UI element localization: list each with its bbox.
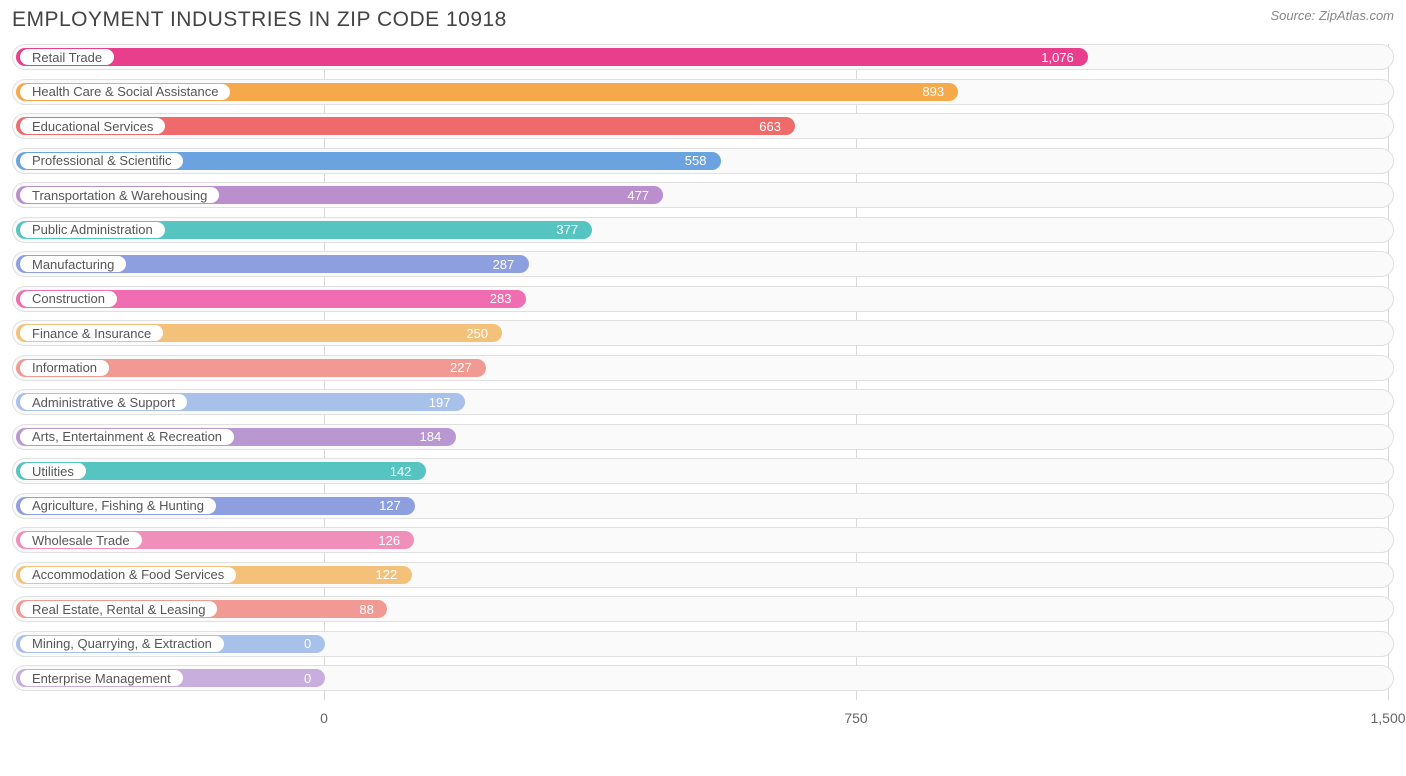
- bar-row: Retail Trade 1,076: [12, 44, 1394, 70]
- bar-value: 287: [493, 252, 515, 276]
- bar-value: 197: [429, 390, 451, 414]
- bars-container: Retail Trade 1,076 Health Care & Social As…: [12, 44, 1394, 691]
- bar-row: Information 227: [12, 355, 1394, 381]
- bar-value: 1,076: [1041, 45, 1074, 69]
- x-axis: 07501,500: [12, 708, 1394, 728]
- bar-label: Real Estate, Rental & Leasing: [20, 601, 217, 617]
- bar-label: Manufacturing: [20, 256, 126, 272]
- bar-value: 184: [420, 425, 442, 449]
- bar-row: Agriculture, Fishing & Hunting 127: [12, 493, 1394, 519]
- bar-value: 126: [378, 528, 400, 552]
- bar-label: Arts, Entertainment & Recreation: [20, 429, 234, 445]
- bar-label: Mining, Quarrying, & Extraction: [20, 636, 224, 652]
- chart-area: Retail Trade 1,076 Health Care & Social As…: [12, 44, 1394, 728]
- bar-value: 283: [490, 287, 512, 311]
- bar-row: Finance & Insurance 250: [12, 320, 1394, 346]
- bar-row: Public Administration 377: [12, 217, 1394, 243]
- bar-row: Enterprise Management 0: [12, 665, 1394, 691]
- bar-value: 127: [379, 494, 401, 518]
- bar-fill: [16, 48, 1088, 66]
- bar-label: Accommodation & Food Services: [20, 567, 236, 583]
- bar-label: Finance & Insurance: [20, 325, 163, 341]
- bar-row: Transportation & Warehousing 477: [12, 182, 1394, 208]
- bar-row: Construction 283: [12, 286, 1394, 312]
- bar-label: Public Administration: [20, 222, 165, 238]
- bar-row: Accommodation & Food Services 122: [12, 562, 1394, 588]
- chart-title: EMPLOYMENT INDUSTRIES IN ZIP CODE 10918: [12, 8, 507, 32]
- bar-row: Real Estate, Rental & Leasing 88: [12, 596, 1394, 622]
- bar-value: 477: [627, 183, 649, 207]
- bar-label: Transportation & Warehousing: [20, 187, 219, 203]
- bar-row: Administrative & Support 197: [12, 389, 1394, 415]
- bar-label: Utilities: [20, 463, 86, 479]
- bar-value: 0: [304, 666, 311, 690]
- bar-value: 227: [450, 356, 472, 380]
- bar-value: 142: [390, 459, 412, 483]
- bar-label: Information: [20, 360, 109, 376]
- bar-label: Retail Trade: [20, 49, 114, 65]
- bar-label: Administrative & Support: [20, 394, 187, 410]
- bar-row: Educational Services 663: [12, 113, 1394, 139]
- bar-value: 377: [556, 218, 578, 242]
- bar-label: Professional & Scientific: [20, 153, 183, 169]
- bar-row: Manufacturing 287: [12, 251, 1394, 277]
- bar-label: Agriculture, Fishing & Hunting: [20, 498, 216, 514]
- bar-label: Construction: [20, 291, 117, 307]
- bar-row: Wholesale Trade 126: [12, 527, 1394, 553]
- bar-label: Wholesale Trade: [20, 532, 142, 548]
- bar-row: Utilities 142: [12, 458, 1394, 484]
- bar-value: 0: [304, 632, 311, 656]
- bar-value: 663: [759, 114, 781, 138]
- bar-row: Arts, Entertainment & Recreation 184: [12, 424, 1394, 450]
- bar-row: Health Care & Social Assistance 893: [12, 79, 1394, 105]
- x-axis-tick: 1,500: [1370, 710, 1405, 726]
- x-axis-tick: 750: [844, 710, 867, 726]
- bar-row: Mining, Quarrying, & Extraction 0: [12, 631, 1394, 657]
- bar-row: Professional & Scientific 558: [12, 148, 1394, 174]
- bar-value: 558: [685, 149, 707, 173]
- x-axis-tick: 0: [320, 710, 328, 726]
- chart-header: EMPLOYMENT INDUSTRIES IN ZIP CODE 10918 …: [12, 8, 1394, 32]
- bar-value: 88: [359, 597, 373, 621]
- bar-value: 250: [466, 321, 488, 345]
- chart-source: Source: ZipAtlas.com: [1270, 8, 1394, 23]
- bar-label: Health Care & Social Assistance: [20, 84, 230, 100]
- bar-label: Educational Services: [20, 118, 165, 134]
- bar-value: 893: [922, 80, 944, 104]
- bar-label: Enterprise Management: [20, 670, 183, 686]
- bar-value: 122: [376, 563, 398, 587]
